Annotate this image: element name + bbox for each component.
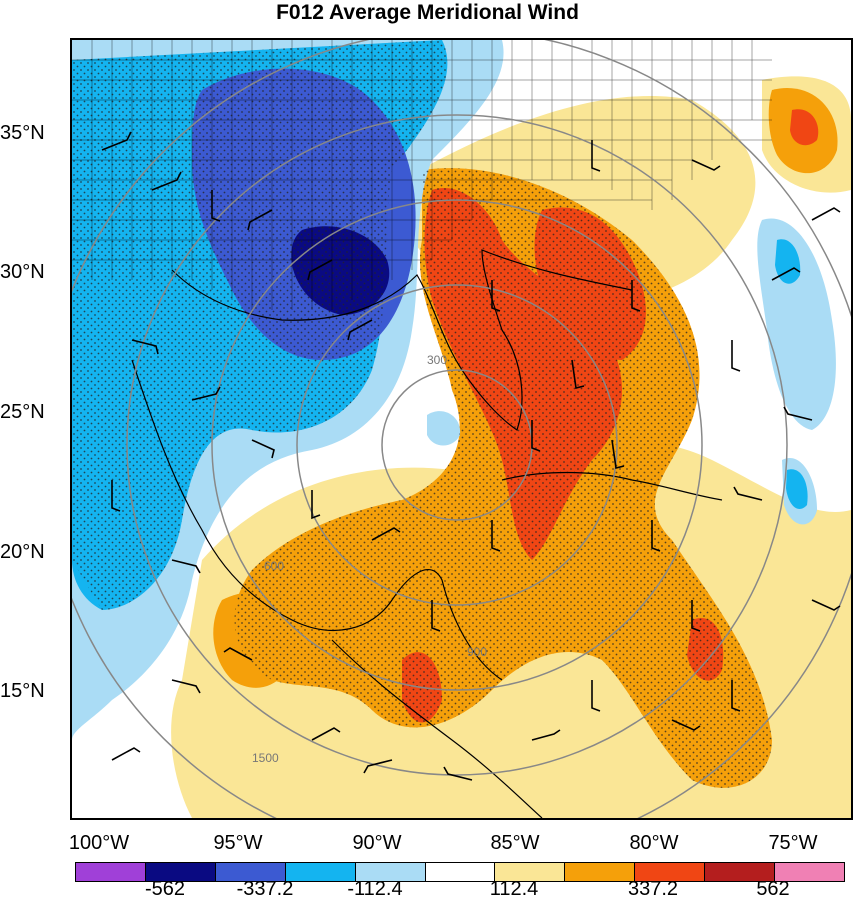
colorbar: [75, 862, 845, 882]
lat-label-15n: 15°N: [0, 680, 45, 702]
wind-barbs: [101, 131, 841, 781]
colorbar-swatch: [565, 863, 636, 881]
negative-blue-region-east: [786, 469, 808, 509]
negative-light-blue-region-gulf: [427, 411, 461, 446]
coastline-cuba: [501, 471, 723, 501]
coastline-gulf: [171, 249, 633, 431]
colorbar-swatch: [635, 863, 706, 881]
colorbar-label: -112.4: [347, 878, 403, 900]
stippling-pattern: [72, 40, 448, 610]
range-ring-labels: 300 600 900 1500: [252, 353, 487, 765]
range-ring-1200: [126, 114, 788, 776]
lon-label-75w: 75°W: [768, 832, 818, 854]
positive-red-region-ne: [790, 109, 819, 146]
colorbar-swatch: [215, 863, 286, 881]
colorbar-swatch: [76, 863, 146, 881]
colorbar-label: 337.2: [627, 878, 679, 900]
lat-label-30n: 30°N: [0, 261, 45, 283]
coastline-mexico: [131, 359, 503, 681]
map-title: F012 Average Meridional Wind: [276, 1, 579, 24]
range-ring-900: [211, 199, 703, 691]
colorbar-swatch: [285, 863, 356, 881]
range-rings: [72, 40, 851, 818]
lon-label-85w: 85°W: [490, 832, 540, 854]
colorbar-swatch: [705, 863, 776, 881]
lon-label-95w: 95°W: [213, 832, 263, 854]
lon-label-80w: 80°W: [629, 832, 679, 854]
range-ring-label-600: 600: [264, 559, 284, 573]
range-ring-label-1500: 1500: [252, 751, 279, 765]
colorbar-label: 112.4: [489, 878, 539, 900]
county-borders: [72, 40, 772, 310]
lon-label-100w: 100°W: [68, 832, 130, 854]
colorbar-swatch: [495, 863, 566, 881]
negative-blue-region-atlantic: [775, 239, 801, 284]
meridional-wind-field: 300 600 900 1500: [72, 40, 851, 818]
range-ring-label-300: 300: [427, 353, 447, 367]
stippling-pattern-east: [234, 168, 773, 788]
colorbar-swatch: [355, 863, 426, 881]
map-plot-area: 300 600 900 1500: [70, 38, 853, 820]
lat-label-35n: 35°N: [0, 122, 45, 144]
range-ring-label-900: 900: [467, 645, 487, 659]
lat-label-25n: 25°N: [0, 401, 45, 423]
range-ring-600: [296, 284, 618, 606]
colorbar-label: -562: [144, 878, 186, 900]
colorbar-swatch: [425, 863, 496, 881]
lat-label-20n: 20°N: [0, 541, 45, 563]
colorbar-label: -337.2: [236, 878, 294, 900]
colorbar-swatch: [145, 863, 216, 881]
lon-label-90w: 90°W: [352, 832, 402, 854]
colorbar-label: 562: [756, 878, 790, 900]
colorbar-swatch: [775, 863, 844, 881]
